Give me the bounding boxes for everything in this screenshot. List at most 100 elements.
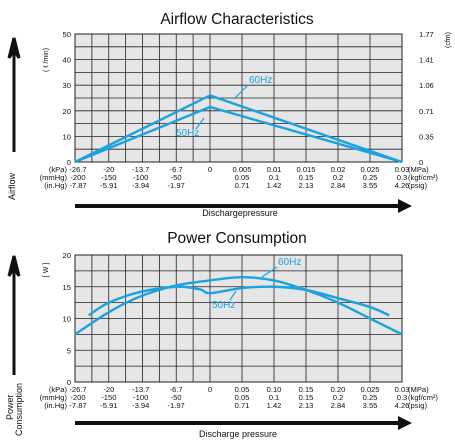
x-tick-label: -13.7: [132, 385, 149, 394]
x-unit-label: (kPa): [49, 165, 68, 174]
airflow-left-unit: ( ℓ /min): [43, 48, 50, 72]
airflow-y-arrow-icon: [7, 37, 21, 152]
x-tick-label: 0.015: [296, 165, 315, 174]
x-unit-label-right: (MPa): [408, 385, 429, 394]
power-pointer-60hz: [261, 266, 278, 278]
airflow-x-ticks: (kPa)(mmHg)(in.Hg)-26.7 -20 -13.7 -6.7 0 -200…: [40, 165, 439, 190]
x-tick-label: -7.87: [69, 181, 86, 190]
y-tick-label: 15: [63, 283, 71, 292]
x-tick-label: 0.05: [235, 393, 250, 402]
x-tick-label: 0.01: [267, 165, 282, 174]
x-tick-label: -1.97: [167, 401, 184, 410]
x-tick-label: -5.91: [100, 181, 117, 190]
series-line-50hz: [87, 285, 390, 317]
x-tick-label: 3.55: [363, 181, 378, 190]
x-tick-label: 0.71: [235, 401, 250, 410]
x-tick-label: -20: [103, 165, 114, 174]
x-tick-label: 0.1: [269, 173, 280, 182]
x-tick-label: 0.3: [397, 173, 408, 182]
x-tick-label: 0.3: [397, 393, 408, 402]
airflow-chart: Airflow Characteristics 50 40 30 20 10 0 1.77…: [7, 11, 452, 218]
y-tick-label-right: 1.77: [419, 30, 434, 39]
x-tick-label: 3.55: [363, 401, 378, 410]
x-tick-label: 0.15: [299, 173, 314, 182]
x-unit-label: (mmHg): [40, 173, 68, 182]
x-tick-label: -200: [70, 173, 85, 182]
x-tick-label: 1.42: [267, 181, 282, 190]
x-tick-label: -6.7: [170, 165, 183, 174]
power-x-label: Discharge pressure: [199, 429, 277, 439]
x-tick-label: -26.7: [69, 165, 86, 174]
y-tick-label: 10: [63, 132, 71, 141]
airflow-pointer-50hz: [195, 117, 205, 130]
y-tick-label: 10: [63, 315, 71, 324]
y-tick-label: 0: [67, 378, 71, 387]
x-tick-label: 0.20: [331, 385, 346, 394]
x-tick-label: 0.15: [299, 385, 314, 394]
x-tick-label: -1.97: [167, 181, 184, 190]
y-tick-label: 20: [63, 107, 71, 116]
airflow-y-ticks-left: 50 40 30 20 10 0: [63, 30, 71, 167]
x-tick-label: -150: [101, 393, 116, 402]
x-tick-label: 0.05: [235, 173, 250, 182]
x-tick-label: -50: [171, 393, 182, 402]
power-y-arrow-icon: [7, 255, 21, 375]
airflow-right-unit: (cfm): [445, 32, 452, 48]
airflow-x-arrow-icon: [75, 199, 412, 213]
series-line-50hz: [74, 105, 403, 164]
power-left-unit: [ W ]: [43, 263, 50, 277]
x-tick-label: -6.7: [170, 385, 183, 394]
x-tick-label: 0.025: [360, 385, 379, 394]
power-chart-title: Power Consumption: [167, 230, 307, 247]
x-tick-label: 0.005: [232, 165, 251, 174]
power-x-arrow-icon: [75, 416, 412, 430]
x-tick-label: 4.26: [395, 181, 410, 190]
x-tick-label: 0.02: [331, 165, 346, 174]
y-tick-label: 30: [63, 81, 71, 90]
x-tick-label: -26.7: [69, 385, 86, 394]
x-tick-label: 0.1: [269, 393, 280, 402]
airflow-chart-title: Airflow Characteristics: [160, 11, 314, 28]
x-tick-label: 4.26: [395, 401, 410, 410]
airflow-series-label-50hz: 50Hz: [176, 128, 199, 139]
x-tick-label: 0.025: [360, 165, 379, 174]
power-series-label-60hz: 60Hz: [278, 257, 301, 268]
x-unit-label-right: (kgf/cm²): [408, 393, 438, 402]
series-line-60hz: [74, 94, 403, 164]
x-tick-label: 0.03: [395, 385, 410, 394]
x-tick-label: -150: [101, 173, 116, 182]
y-tick-label: 40: [63, 56, 71, 65]
power-y-ticks-left: 20 15 10 5 0: [63, 251, 71, 387]
x-tick-label: 0.25: [363, 173, 378, 182]
x-tick-label: 2.13: [299, 181, 314, 190]
power-series: [74, 276, 403, 336]
y-tick-label: 50: [63, 30, 71, 39]
power-pointer-50hz: [229, 290, 237, 301]
y-tick-label-right: 0.71: [419, 107, 434, 116]
power-grid: [74, 254, 403, 383]
x-tick-label: -100: [133, 173, 148, 182]
y-tick-label-right: 0.35: [419, 132, 434, 141]
x-tick-label: -5.91: [100, 401, 117, 410]
series-line-60hz: [74, 276, 403, 336]
x-tick-label: -13.7: [132, 165, 149, 174]
x-tick-label: -3.94: [132, 181, 149, 190]
x-tick-label: 0.10: [267, 385, 282, 394]
y-tick-label: 20: [63, 251, 71, 260]
x-unit-label: (in.Hg): [44, 181, 67, 190]
x-tick-label: 2.84: [331, 401, 346, 410]
power-series-label-50hz: 50Hz: [212, 300, 235, 311]
x-unit-label-right: (psig): [408, 181, 427, 190]
airflow-pointer-60hz: [233, 84, 249, 100]
x-tick-label: -3.94: [132, 401, 149, 410]
x-tick-label: 0.15: [299, 393, 314, 402]
x-tick-label: 0.03: [395, 165, 410, 174]
y-tick-label-right: 0: [419, 158, 423, 167]
x-unit-label: (in.Hg): [44, 401, 67, 410]
power-y-label-line2: Consumption: [14, 383, 24, 436]
x-tick-label: 0: [208, 385, 212, 394]
x-tick-label: -50: [171, 173, 182, 182]
y-tick-label-right: 1.41: [419, 56, 434, 65]
x-unit-label: (mmHg): [40, 393, 68, 402]
x-tick-label: 0.25: [363, 393, 378, 402]
